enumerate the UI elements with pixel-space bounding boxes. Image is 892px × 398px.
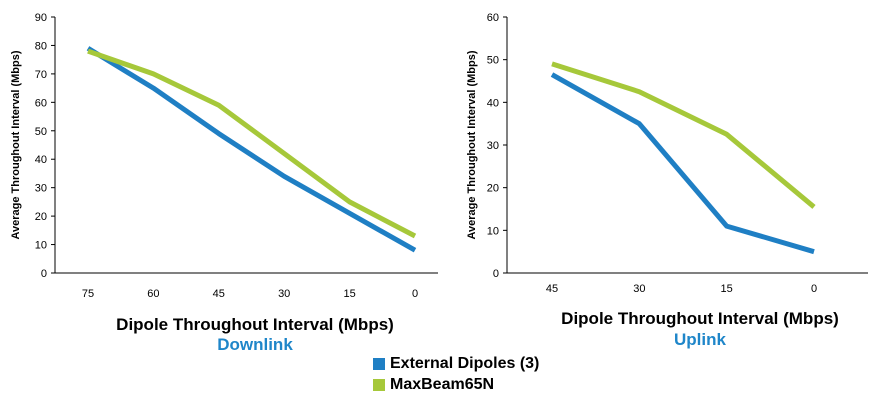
downlink-y-tick-label-80: 80 [35,40,47,52]
downlink-y-axis-label: Average Throughout Interval (Mbps) [10,50,22,239]
downlink-x-tick-label-75: 75 [82,288,94,300]
downlink-y-tick-label-20: 20 [35,211,47,223]
uplink-y-tick-label-10: 10 [487,225,499,237]
downlink-x-tick-label-30: 30 [278,288,290,300]
downlink-y-tick-label-50: 50 [35,126,47,138]
uplink-y-tick-label-50: 50 [487,55,499,67]
downlink-y-tick-label-40: 40 [35,154,47,166]
uplink-x-tick-label-0: 0 [811,283,817,295]
uplink-y-tick-label-40: 40 [487,97,499,109]
downlink-x-tick-label-0: 0 [412,288,418,300]
legend-label-maxbeam65n: MaxBeam65N [390,375,495,393]
uplink-series-line-maxbeam65n [551,61,816,209]
uplink-x-axis-label: Dipole Throughout Interval (Mbps) [561,309,839,328]
downlink-y-tick-label-90: 90 [35,12,47,24]
uplink-series-line-external-dipoles [550,72,815,255]
legend-item-maxbeam65n: MaxBeam65N [373,374,539,395]
downlink-x-tick-label-60: 60 [147,288,159,300]
uplink-subtitle: Uplink [674,330,726,349]
downlink-y-tick-label-0: 0 [41,268,47,280]
uplink-x-tick-label-30: 30 [633,283,645,295]
legend-swatch-maxbeam65n [373,378,385,391]
legend-item-external-dipoles: External Dipoles (3) [373,353,539,374]
downlink-x-axis-label: Dipole Throughout Interval (Mbps) [116,315,394,334]
downlink-series-line-maxbeam65n [87,48,417,239]
downlink-x-tick-label-45: 45 [213,288,225,300]
downlink-y-tick-label-30: 30 [35,183,47,195]
downlink-y-tick-label-60: 60 [35,97,47,109]
uplink-y-tick-label-20: 20 [487,183,499,195]
downlink-y-tick-label-70: 70 [35,69,47,81]
downlink-y-tick-label-10: 10 [35,240,47,252]
legend-swatch-external-dipoles [373,357,385,370]
uplink-y-axis-label: Average Throughout Interval (Mbps) [466,50,478,239]
uplink-y-tick-label-0: 0 [493,268,499,280]
legend-label-external-dipoles: External Dipoles (3) [390,354,540,372]
uplink-x-tick-label-45: 45 [546,283,558,295]
downlink-x-tick-label-15: 15 [343,288,355,300]
uplink-y-tick-label-60: 60 [487,12,499,24]
legend: External Dipoles (3) MaxBeam65N [373,353,539,395]
downlink-series-line-external-dipoles [86,46,417,253]
uplink-x-tick-label-15: 15 [721,283,733,295]
uplink-y-tick-label-30: 30 [487,140,499,152]
downlink-subtitle: Downlink [217,335,293,354]
